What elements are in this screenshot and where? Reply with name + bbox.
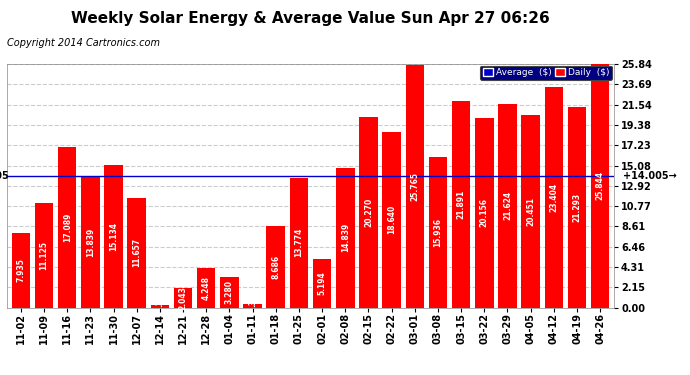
Text: 20.451: 20.451: [526, 197, 535, 226]
Bar: [452, 101, 471, 308]
Bar: [359, 117, 377, 308]
Bar: [34, 203, 53, 308]
Text: 21.624: 21.624: [503, 191, 512, 220]
Text: 25.765: 25.765: [411, 172, 420, 201]
Bar: [591, 64, 609, 308]
Text: .392: .392: [248, 288, 257, 306]
Legend: Average  ($), Daily  ($): Average ($), Daily ($): [480, 66, 612, 80]
Text: 14.839: 14.839: [341, 223, 350, 252]
Bar: [428, 158, 447, 308]
Text: 21.891: 21.891: [457, 190, 466, 219]
Bar: [197, 267, 215, 308]
Text: Copyright 2014 Cartronics.com: Copyright 2014 Cartronics.com: [7, 38, 160, 48]
Text: 5.194: 5.194: [317, 271, 326, 295]
Bar: [498, 104, 517, 308]
Bar: [522, 115, 540, 308]
Bar: [336, 168, 355, 308]
Text: 2.043: 2.043: [179, 286, 188, 310]
Bar: [244, 304, 262, 307]
Text: 11.125: 11.125: [39, 241, 48, 270]
Text: ←+14.005: ←+14.005: [0, 171, 9, 181]
Text: 11.657: 11.657: [132, 238, 141, 267]
Bar: [544, 87, 563, 308]
Text: 3.280: 3.280: [225, 280, 234, 304]
Bar: [290, 178, 308, 308]
Text: 20.156: 20.156: [480, 198, 489, 227]
Text: 4.248: 4.248: [201, 276, 210, 300]
Text: 25.844: 25.844: [595, 171, 604, 200]
Bar: [12, 233, 30, 308]
Text: +14.005→: +14.005→: [623, 171, 677, 181]
Bar: [406, 65, 424, 308]
Bar: [81, 177, 99, 308]
Text: 8.686: 8.686: [271, 255, 280, 279]
Bar: [150, 305, 169, 308]
Text: 13.774: 13.774: [295, 228, 304, 257]
Text: Weekly Solar Energy & Average Value Sun Apr 27 06:26: Weekly Solar Energy & Average Value Sun …: [71, 11, 550, 26]
Text: 15.936: 15.936: [433, 218, 442, 247]
Text: 13.839: 13.839: [86, 228, 95, 257]
Text: 7.935: 7.935: [17, 258, 26, 282]
Bar: [220, 277, 239, 308]
Bar: [382, 132, 401, 308]
Bar: [475, 118, 493, 308]
Text: 20.270: 20.270: [364, 198, 373, 227]
Text: 17.089: 17.089: [63, 212, 72, 242]
Bar: [313, 259, 331, 308]
Text: .236: .236: [155, 288, 164, 306]
Text: 23.404: 23.404: [549, 183, 558, 212]
Bar: [128, 198, 146, 308]
Text: 15.134: 15.134: [109, 222, 118, 251]
Text: 18.640: 18.640: [387, 205, 396, 234]
Bar: [104, 165, 123, 308]
Bar: [174, 288, 193, 308]
Bar: [58, 147, 77, 308]
Bar: [266, 226, 285, 308]
Bar: [568, 107, 586, 307]
Text: 21.293: 21.293: [573, 193, 582, 222]
